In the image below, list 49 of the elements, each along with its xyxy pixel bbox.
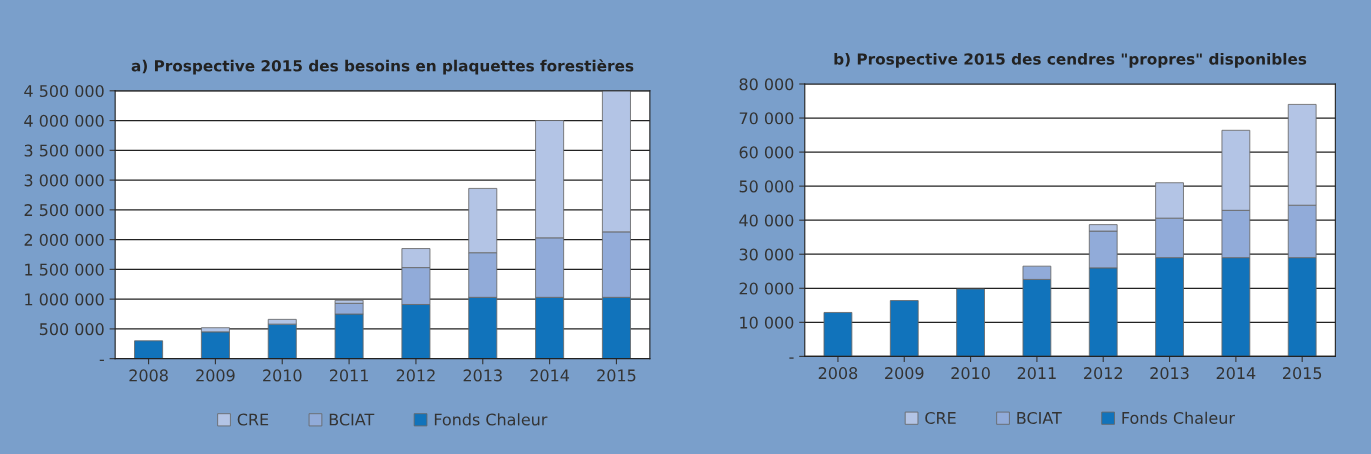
bar [956, 288, 985, 357]
y-tick-label: 4 500 000 [24, 85, 104, 98]
chart-title: a) Prospective 2015 des besoins en plaquettes forestières [131, 59, 634, 75]
y-tick-label: 1 500 000 [25, 263, 104, 276]
bar [823, 312, 853, 357]
x-tick-label: 2008 [818, 367, 858, 380]
bar [200, 331, 230, 359]
legend-label: CRE [925, 411, 956, 424]
x-tick-label: 2011 [329, 369, 368, 382]
y-tick-label: 500 000 [39, 323, 104, 336]
legend-label: CRE [237, 413, 269, 426]
bar [134, 340, 164, 359]
y-tick-label: 40 000 [739, 214, 794, 227]
legend-label: Fonds Chaleur [434, 413, 548, 426]
x-tick-label: 2010 [263, 369, 302, 382]
chart-title: b) Prospective 2015 des cendres "propres" disponibles [834, 52, 1307, 68]
x-tick-label: 2008 [129, 369, 168, 382]
x-tick-label: 2012 [396, 369, 435, 382]
x-tick-label: 2013 [1150, 367, 1189, 380]
y-tick-label: 50 000 [739, 180, 794, 193]
y-tick-label: 4 000 000 [24, 114, 104, 127]
x-tick-label: 2010 [951, 367, 990, 380]
y-tick-label: 2 500 000 [24, 204, 104, 217]
x-tick-label: 2013 [463, 369, 502, 382]
legend-label: Fonds Chaleur [1122, 411, 1235, 424]
y-tick-label: - [99, 359, 104, 361]
y-tick-label: 2 000 000 [24, 233, 104, 246]
x-tick-label: 2009 [885, 367, 924, 380]
x-tick-label: 2012 [1084, 367, 1122, 380]
bar [267, 323, 297, 359]
x-tick-label: 2015 [597, 369, 636, 382]
y-tick-label: 80 000 [739, 78, 794, 91]
y-tick-label: 70 000 [739, 112, 794, 125]
y-tick-label: 20 000 [739, 282, 794, 295]
y-tick-label: 1 000 000 [25, 293, 104, 306]
legend-label: BCIAT [329, 413, 375, 426]
y-tick-label: 10 000 [740, 316, 794, 329]
y-tick-label: - [789, 357, 794, 359]
x-tick-label: 2014 [1216, 367, 1256, 380]
x-tick-label: 2011 [1017, 367, 1056, 380]
legend-label: BCIAT [1017, 411, 1062, 424]
bar [889, 300, 919, 357]
x-tick-label: 2015 [1283, 367, 1322, 380]
y-tick-label: 3 000 000 [24, 174, 104, 187]
y-tick-label: 30 000 [739, 248, 794, 261]
x-tick-label: 2014 [530, 369, 570, 382]
y-tick-label: 60 000 [739, 146, 794, 159]
x-tick-label: 2009 [196, 369, 235, 382]
y-tick-label: 3 500 000 [24, 144, 104, 157]
